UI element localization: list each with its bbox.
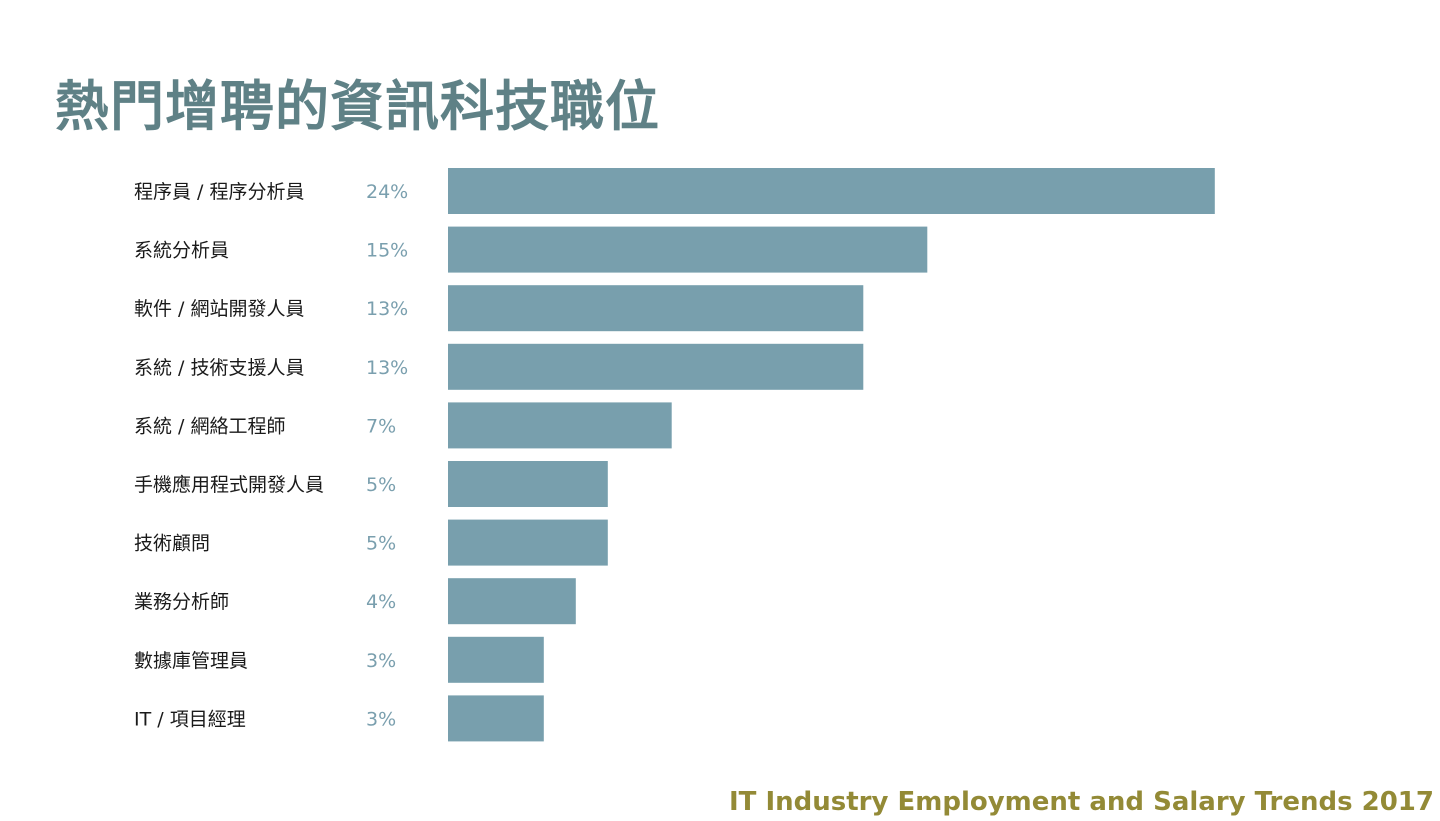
value-label-8: 3% [366,650,396,672]
bar-8 [448,636,544,683]
category-label-0: 程序員 / 程序分析員 [134,181,304,203]
category-label-1: 系統分析員 [134,240,229,262]
category-label-7: 業務分析師 [134,591,229,613]
bar-3 [448,343,864,390]
bar-9 [448,695,544,742]
value-label-2: 13% [366,298,408,320]
bar-0 [448,168,1215,214]
value-label-1: 15% [366,240,408,262]
value-label-6: 5% [366,533,396,555]
category-label-5: 手機應用程式開發人員 [134,473,324,496]
bar-1 [448,226,928,273]
bar-4 [448,402,672,449]
page-title: 熱門增聘的資訊科技職位 [55,75,660,138]
bar-5 [448,461,608,507]
value-label-9: 3% [366,708,396,730]
category-label-9: IT / 項目經理 [134,708,246,730]
value-label-0: 24% [366,181,408,203]
category-label-2: 軟件 / 網站開發人員 [134,298,304,320]
category-label-6: 技術顧問 [134,533,210,555]
chart-rows: 程序員 / 程序分析員 24% 系統分析員 15% 軟件 / 網站開發人員 13% 系統 /… [134,168,1215,742]
category-label-3: 系統 / 技術支援人員 [134,357,304,379]
value-label-7: 4% [366,591,396,613]
bar-6 [448,519,608,566]
footer-source: IT Industry Employment and Salary Trends… [728,787,1434,817]
value-label-3: 13% [366,357,408,379]
bar-7 [448,578,576,625]
bar-2 [448,285,864,332]
value-label-5: 5% [366,474,396,496]
category-label-8: 數據庫管理員 [134,650,248,672]
category-label-4: 系統 / 網絡工程師 [134,415,285,437]
value-label-4: 7% [366,415,396,437]
